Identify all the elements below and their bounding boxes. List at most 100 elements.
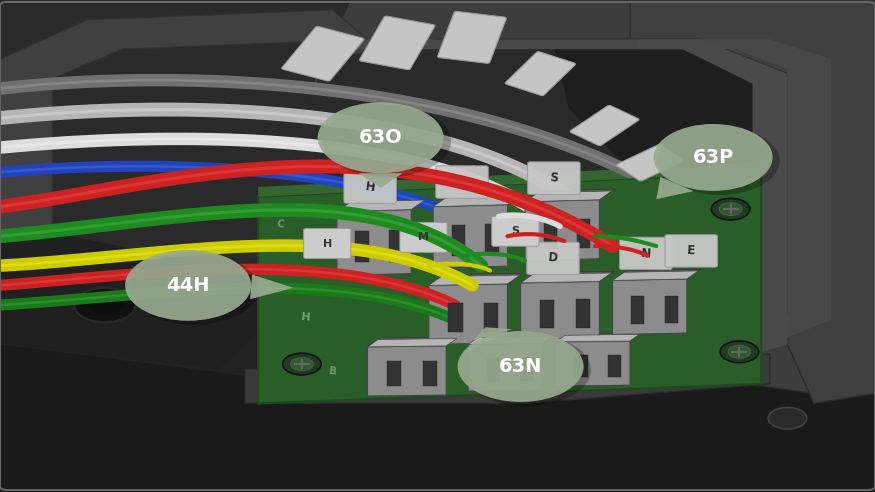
Bar [484, 303, 498, 332]
Text: H: H [301, 312, 312, 323]
FancyBboxPatch shape [570, 105, 639, 146]
Polygon shape [468, 335, 555, 344]
Polygon shape [337, 210, 411, 276]
Text: S: S [550, 171, 558, 185]
Text: 44H: 44H [166, 276, 210, 295]
Bar [665, 296, 678, 323]
Polygon shape [245, 354, 770, 403]
Bar [543, 219, 557, 248]
Text: 63P: 63P [692, 148, 734, 167]
Bar [388, 362, 402, 386]
Polygon shape [656, 177, 694, 199]
FancyBboxPatch shape [527, 242, 579, 275]
Circle shape [720, 341, 759, 363]
Polygon shape [525, 200, 599, 261]
FancyBboxPatch shape [400, 222, 447, 252]
Bar [487, 358, 500, 382]
Polygon shape [258, 172, 761, 403]
FancyBboxPatch shape [436, 166, 488, 198]
Circle shape [74, 288, 136, 322]
Polygon shape [0, 221, 306, 369]
Circle shape [283, 353, 321, 375]
Bar [520, 358, 534, 381]
Bar [576, 299, 590, 328]
Polygon shape [473, 327, 512, 340]
Text: B: B [328, 366, 337, 377]
Polygon shape [468, 343, 542, 391]
Polygon shape [468, 337, 552, 344]
Polygon shape [612, 279, 687, 335]
FancyBboxPatch shape [505, 52, 576, 95]
Text: M: M [418, 232, 429, 243]
Polygon shape [368, 346, 446, 396]
Polygon shape [0, 0, 744, 285]
Text: E: E [687, 245, 696, 257]
Polygon shape [521, 273, 612, 283]
Polygon shape [258, 162, 761, 197]
Polygon shape [630, 0, 875, 403]
Polygon shape [433, 193, 524, 207]
Circle shape [728, 345, 751, 358]
Polygon shape [556, 341, 630, 386]
Polygon shape [337, 200, 425, 212]
Text: M: M [456, 175, 468, 189]
Text: H: H [364, 180, 376, 194]
Polygon shape [359, 173, 403, 188]
Text: N: N [640, 246, 651, 260]
Polygon shape [433, 205, 508, 268]
Circle shape [711, 198, 750, 220]
FancyBboxPatch shape [282, 27, 364, 81]
Polygon shape [368, 338, 457, 347]
Bar [423, 361, 437, 386]
Polygon shape [521, 281, 599, 339]
FancyBboxPatch shape [620, 237, 672, 270]
FancyBboxPatch shape [528, 162, 580, 194]
Polygon shape [368, 337, 459, 347]
Circle shape [290, 358, 313, 370]
Polygon shape [521, 271, 614, 283]
Bar [574, 355, 588, 377]
Text: 63N: 63N [499, 357, 542, 376]
Polygon shape [250, 275, 293, 299]
Circle shape [719, 203, 742, 215]
Polygon shape [525, 189, 615, 202]
Bar [355, 230, 369, 263]
Polygon shape [306, 0, 875, 394]
Circle shape [463, 334, 591, 406]
Polygon shape [429, 284, 508, 344]
Circle shape [318, 102, 444, 173]
Text: H: H [323, 239, 332, 248]
FancyBboxPatch shape [344, 171, 396, 203]
Polygon shape [0, 10, 368, 236]
Circle shape [654, 124, 773, 191]
Text: 63O: 63O [359, 128, 403, 147]
Polygon shape [542, 0, 875, 344]
Circle shape [130, 253, 258, 325]
FancyBboxPatch shape [360, 16, 435, 70]
Bar [452, 225, 466, 256]
Polygon shape [525, 191, 612, 202]
FancyBboxPatch shape [617, 145, 683, 181]
Circle shape [125, 250, 251, 321]
Polygon shape [0, 344, 875, 492]
Polygon shape [337, 198, 429, 212]
FancyBboxPatch shape [492, 216, 539, 246]
Bar [607, 355, 621, 377]
Circle shape [768, 407, 807, 429]
Bar [578, 219, 591, 248]
Polygon shape [429, 275, 520, 285]
Text: D: D [548, 251, 558, 265]
Text: C: C [276, 218, 284, 229]
Polygon shape [612, 271, 698, 280]
FancyBboxPatch shape [665, 235, 718, 267]
Polygon shape [612, 269, 701, 280]
Polygon shape [556, 333, 641, 342]
Polygon shape [556, 335, 640, 342]
Circle shape [458, 331, 584, 402]
Bar [485, 224, 499, 255]
Circle shape [88, 295, 122, 315]
Circle shape [323, 105, 451, 177]
Bar [448, 303, 463, 333]
Bar [541, 300, 555, 328]
FancyBboxPatch shape [438, 11, 507, 63]
